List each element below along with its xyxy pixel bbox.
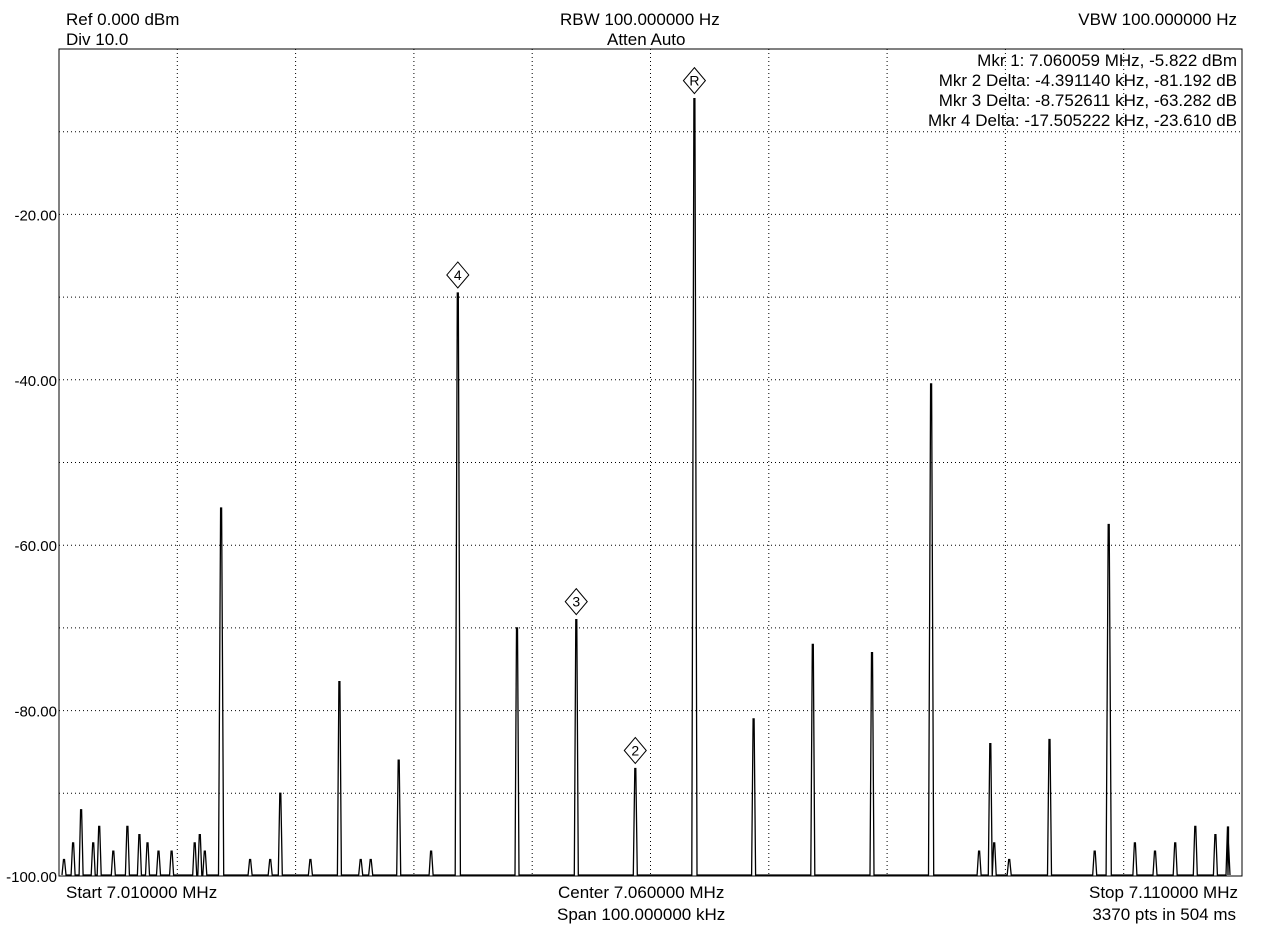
marker-group: R 2 3 4 (446, 66, 707, 765)
y-tick-label: -100.00 (6, 869, 57, 886)
start-freq-label: Start 7.010000 MHz (66, 883, 218, 902)
y-tick-label: -80.00 (14, 704, 57, 721)
marker-R: R (682, 66, 707, 95)
y-tick-label: -60.00 (14, 538, 57, 555)
marker-2-readout: Mkr 2 Delta: -4.391140 kHz, -81.192 dB (938, 71, 1237, 90)
y-tick-label: -40.00 (14, 373, 57, 390)
marker-diamond (446, 261, 470, 289)
vbw-label: VBW 100.000000 Hz (1078, 10, 1237, 29)
y-tick-label: -20.00 (14, 207, 57, 224)
marker-label: 4 (454, 267, 462, 283)
div-scale-label: Div 10.0 (66, 30, 129, 49)
marker-2: 2 (623, 736, 647, 765)
marker-3: 3 (564, 587, 588, 616)
stop-freq-label: Stop 7.110000 MHz (1089, 883, 1238, 902)
marker-label: 3 (572, 594, 580, 610)
marker-diamond (623, 736, 647, 765)
marker-label: R (689, 73, 699, 89)
sweep-info-label: 3370 pts in 504 ms (1092, 905, 1236, 924)
spectrum-trace (61, 97, 1231, 876)
marker-3-readout: Mkr 3 Delta: -8.752611 kHz, -63.282 dB (938, 91, 1237, 110)
marker-4-readout: Mkr 4 Delta: -17.505222 kHz, -23.610 dB (928, 111, 1237, 130)
marker-label: 2 (631, 742, 639, 758)
ref-level-label: Ref 0.000 dBm (66, 10, 180, 29)
rbw-label: RBW 100.000000 Hz (560, 10, 720, 29)
center-freq-label: Center 7.060000 MHz (558, 883, 725, 902)
span-label: Span 100.000000 kHz (557, 905, 726, 924)
atten-label: Atten Auto (607, 30, 686, 49)
marker-diamond (564, 587, 588, 616)
y-axis-ticks: -20.00 -40.00 -60.00 -80.00 -100.00 (6, 207, 57, 886)
marker-4: 4 (446, 261, 470, 289)
marker-diamond (682, 66, 707, 95)
plot-frame (58, 48, 1243, 877)
marker-1-readout: Mkr 1: 7.060059 MHz, -5.822 dBm (977, 51, 1237, 70)
